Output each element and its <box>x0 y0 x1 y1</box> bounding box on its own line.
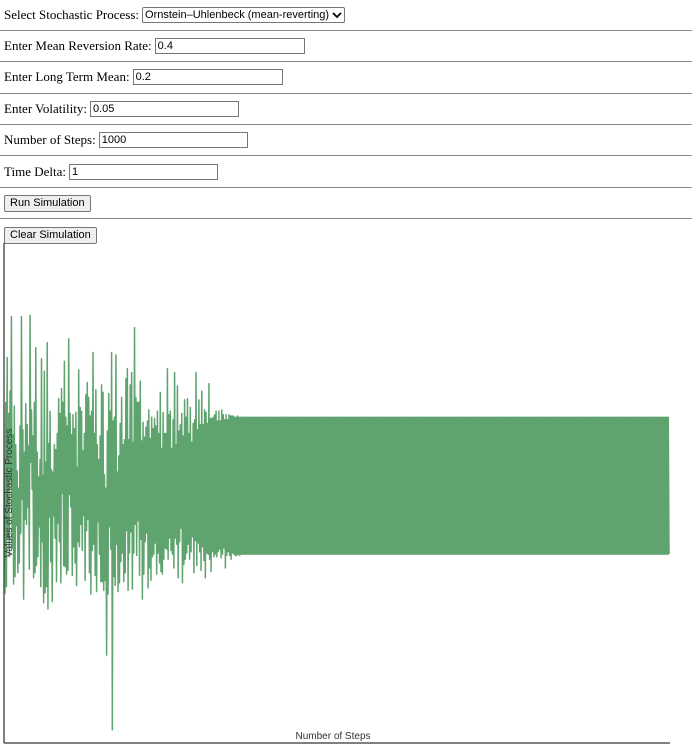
mean-reversion-row: Enter Mean Reversion Rate: <box>4 36 305 56</box>
mean-reversion-label: Enter Mean Reversion Rate: <box>4 38 152 53</box>
divider <box>0 155 692 156</box>
volatility-row: Enter Volatility: <box>4 99 239 119</box>
divider <box>0 187 692 188</box>
steps-row: Number of Steps: <box>4 130 248 150</box>
divider <box>0 93 692 94</box>
clear-simulation-button[interactable]: Clear Simulation <box>4 226 97 244</box>
steps-input[interactable] <box>98 132 248 148</box>
process-row: Select Stochastic Process: Ornstein–Uhle… <box>4 5 346 25</box>
long-term-mean-row: Enter Long Term Mean: <box>4 67 283 87</box>
run-simulation-button[interactable]: Run Simulation <box>4 194 91 212</box>
process-select[interactable]: Ornstein–Uhlenbeck (mean-reverting) <box>142 7 346 23</box>
x-axis-label: Number of Steps <box>295 731 370 742</box>
clear-row: Clear Simulation <box>4 225 97 245</box>
process-select-value: Ornstein–Uhlenbeck (mean-reverting) <box>145 9 330 21</box>
process-label: Select Stochastic Process: <box>4 7 140 22</box>
chevron-down-icon <box>332 11 342 19</box>
series-line <box>4 314 670 731</box>
volatility-label: Enter Volatility: <box>4 101 87 116</box>
divider <box>0 218 692 219</box>
long-term-mean-label: Enter Long Term Mean: <box>4 69 130 84</box>
divider <box>0 124 692 125</box>
divider <box>0 61 692 62</box>
divider <box>0 30 692 31</box>
series-group <box>4 314 670 731</box>
steps-label: Number of Steps: <box>4 132 96 147</box>
simulation-chart: Number of Steps Values of Stochastic Pro… <box>3 243 670 744</box>
long-term-mean-input[interactable] <box>132 69 283 85</box>
mean-reversion-input[interactable] <box>154 38 305 54</box>
y-axis-label: Values of Stochastic Process <box>4 429 15 558</box>
volatility-input[interactable] <box>89 101 239 117</box>
run-row: Run Simulation <box>4 193 91 213</box>
time-delta-input[interactable] <box>69 164 218 180</box>
time-delta-label: Time Delta: <box>4 164 66 179</box>
time-delta-row: Time Delta: <box>4 162 218 182</box>
